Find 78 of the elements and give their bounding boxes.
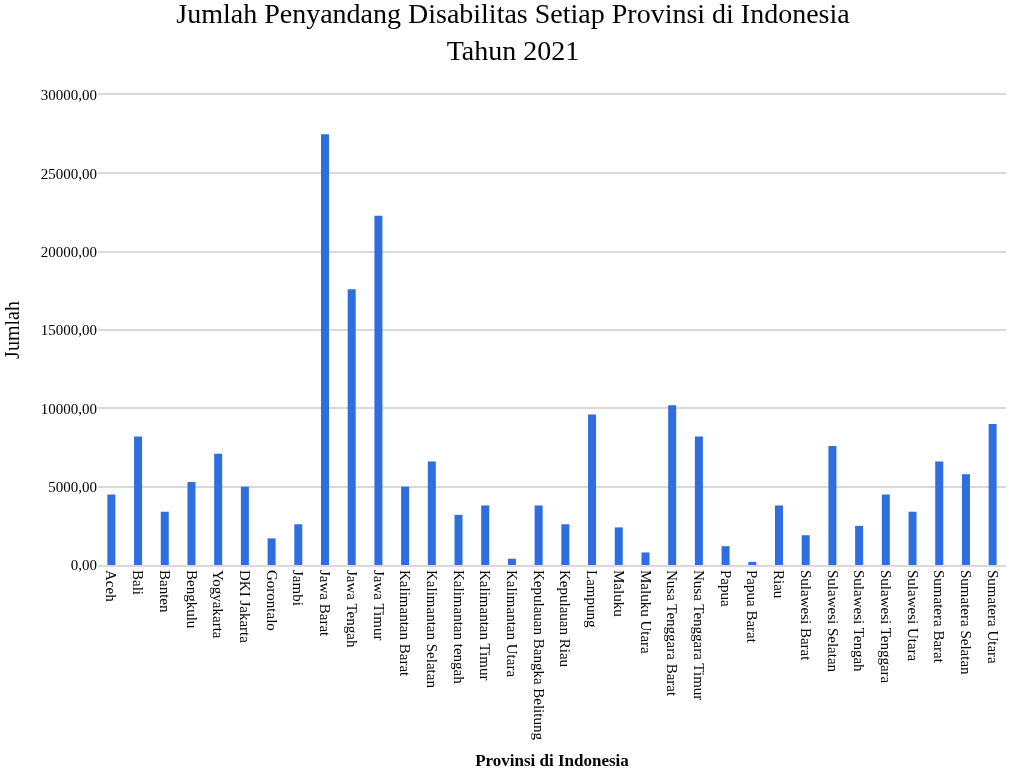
x-tick-label: Aceh: [103, 570, 120, 603]
bar: [935, 461, 944, 565]
bar: [401, 486, 410, 565]
bar: [828, 445, 837, 565]
bar: [320, 134, 330, 565]
y-tick-label: 5000,00: [48, 478, 97, 495]
bar: [774, 505, 784, 565]
bar: [988, 424, 997, 565]
y-tick-label: 30000,00: [40, 87, 97, 104]
x-tick-label: Maluku Utara: [637, 570, 654, 655]
x-tick-label: Jawa Timur: [370, 570, 387, 641]
x-tick-label: Papua Barat: [744, 570, 761, 644]
bar: [881, 494, 890, 565]
bar: [294, 524, 303, 565]
bar: [561, 524, 570, 565]
bar: [454, 514, 463, 565]
bar: [107, 494, 116, 565]
chart-title: Jumlah Penyandang Disabilitas Setiap Provinsi di Indonesia Tahun 2021: [176, 0, 851, 66]
x-tick-label: Lampung: [584, 570, 601, 628]
y-tick-label: 0,00: [70, 557, 97, 574]
x-tick-label: Nusa Tenggara Timur: [691, 570, 708, 701]
bar: [374, 215, 383, 565]
x-tick-label: Nusa Tenggara Barat: [664, 570, 681, 697]
bar: [534, 505, 543, 565]
y-tick-label: 15000,00: [40, 322, 97, 339]
x-tick-label: Kalimantan Timur: [477, 570, 494, 681]
x-tick-label: Sulawesi Barat: [797, 570, 814, 662]
x-tick-label: Yogyakarta: [210, 570, 227, 639]
bar: [588, 414, 597, 565]
x-tick-label: Jambi: [290, 570, 307, 606]
bar: [855, 525, 864, 565]
bar: [614, 527, 623, 565]
x-tick-label: Kalimantan Barat: [397, 570, 414, 678]
x-tick-label: Banten: [156, 570, 173, 613]
bar: [240, 486, 249, 565]
x-tick-label: Sumatera Barat: [931, 570, 948, 664]
bar: [214, 453, 223, 565]
x-tick-label: Maluku: [610, 570, 627, 618]
x-tick-label: Kalimantan Utara: [504, 570, 521, 678]
bar: [507, 558, 516, 565]
y-tick-label: 10000,00: [40, 400, 97, 417]
x-tick-label: Gorontalo: [263, 570, 280, 631]
bar: [267, 538, 276, 565]
y-tick-label: 25000,00: [40, 165, 97, 182]
bar: [187, 481, 196, 565]
x-tick-label: DKI Jakarta: [237, 570, 254, 644]
x-axis-title: Provinsi di Indonesia: [475, 751, 630, 771]
bar: [801, 535, 810, 565]
x-tick-label: Sulawesi Tenggara: [877, 570, 894, 684]
x-tick-label: Sulawesi Selatan: [824, 570, 841, 673]
x-tick-label: Papua: [717, 570, 734, 607]
x-tick-label: Jawa Barat: [317, 570, 334, 638]
bar: [721, 546, 730, 565]
x-tick-label: Kalimantan tengah: [450, 570, 467, 685]
x-tick-label: Kepulauan Bangka Belitung: [530, 570, 547, 741]
x-tick-label: Bali: [130, 570, 147, 595]
bar: [134, 436, 143, 565]
x-tick-label: Jawa Tengah: [343, 570, 360, 648]
bar: [961, 474, 970, 565]
x-tick-label: Kalimantan Selatan: [423, 570, 440, 689]
bar: [694, 436, 703, 565]
x-tick-label: Sulawesi Utara: [904, 570, 921, 662]
x-tick-label: Sulawesi Tengah: [851, 570, 868, 673]
x-tick-label: Bengkulu: [183, 570, 200, 629]
x-tick-label: Sumatera Utara: [984, 570, 1001, 665]
bar: [427, 461, 436, 565]
y-axis-title: Jumlah: [1, 301, 24, 359]
bar: [160, 511, 169, 565]
bar: [748, 561, 757, 565]
x-tick-label: Sumatera Selatan: [958, 570, 975, 676]
bar: [347, 289, 356, 565]
x-tick-label: Kepulauan Riau: [557, 570, 574, 668]
bar: [668, 405, 677, 565]
y-tick-label: 20000,00: [40, 243, 97, 260]
bar: [641, 552, 650, 565]
bar: [908, 511, 917, 565]
bar: [481, 505, 490, 565]
x-tick-label: Riau: [771, 570, 788, 599]
